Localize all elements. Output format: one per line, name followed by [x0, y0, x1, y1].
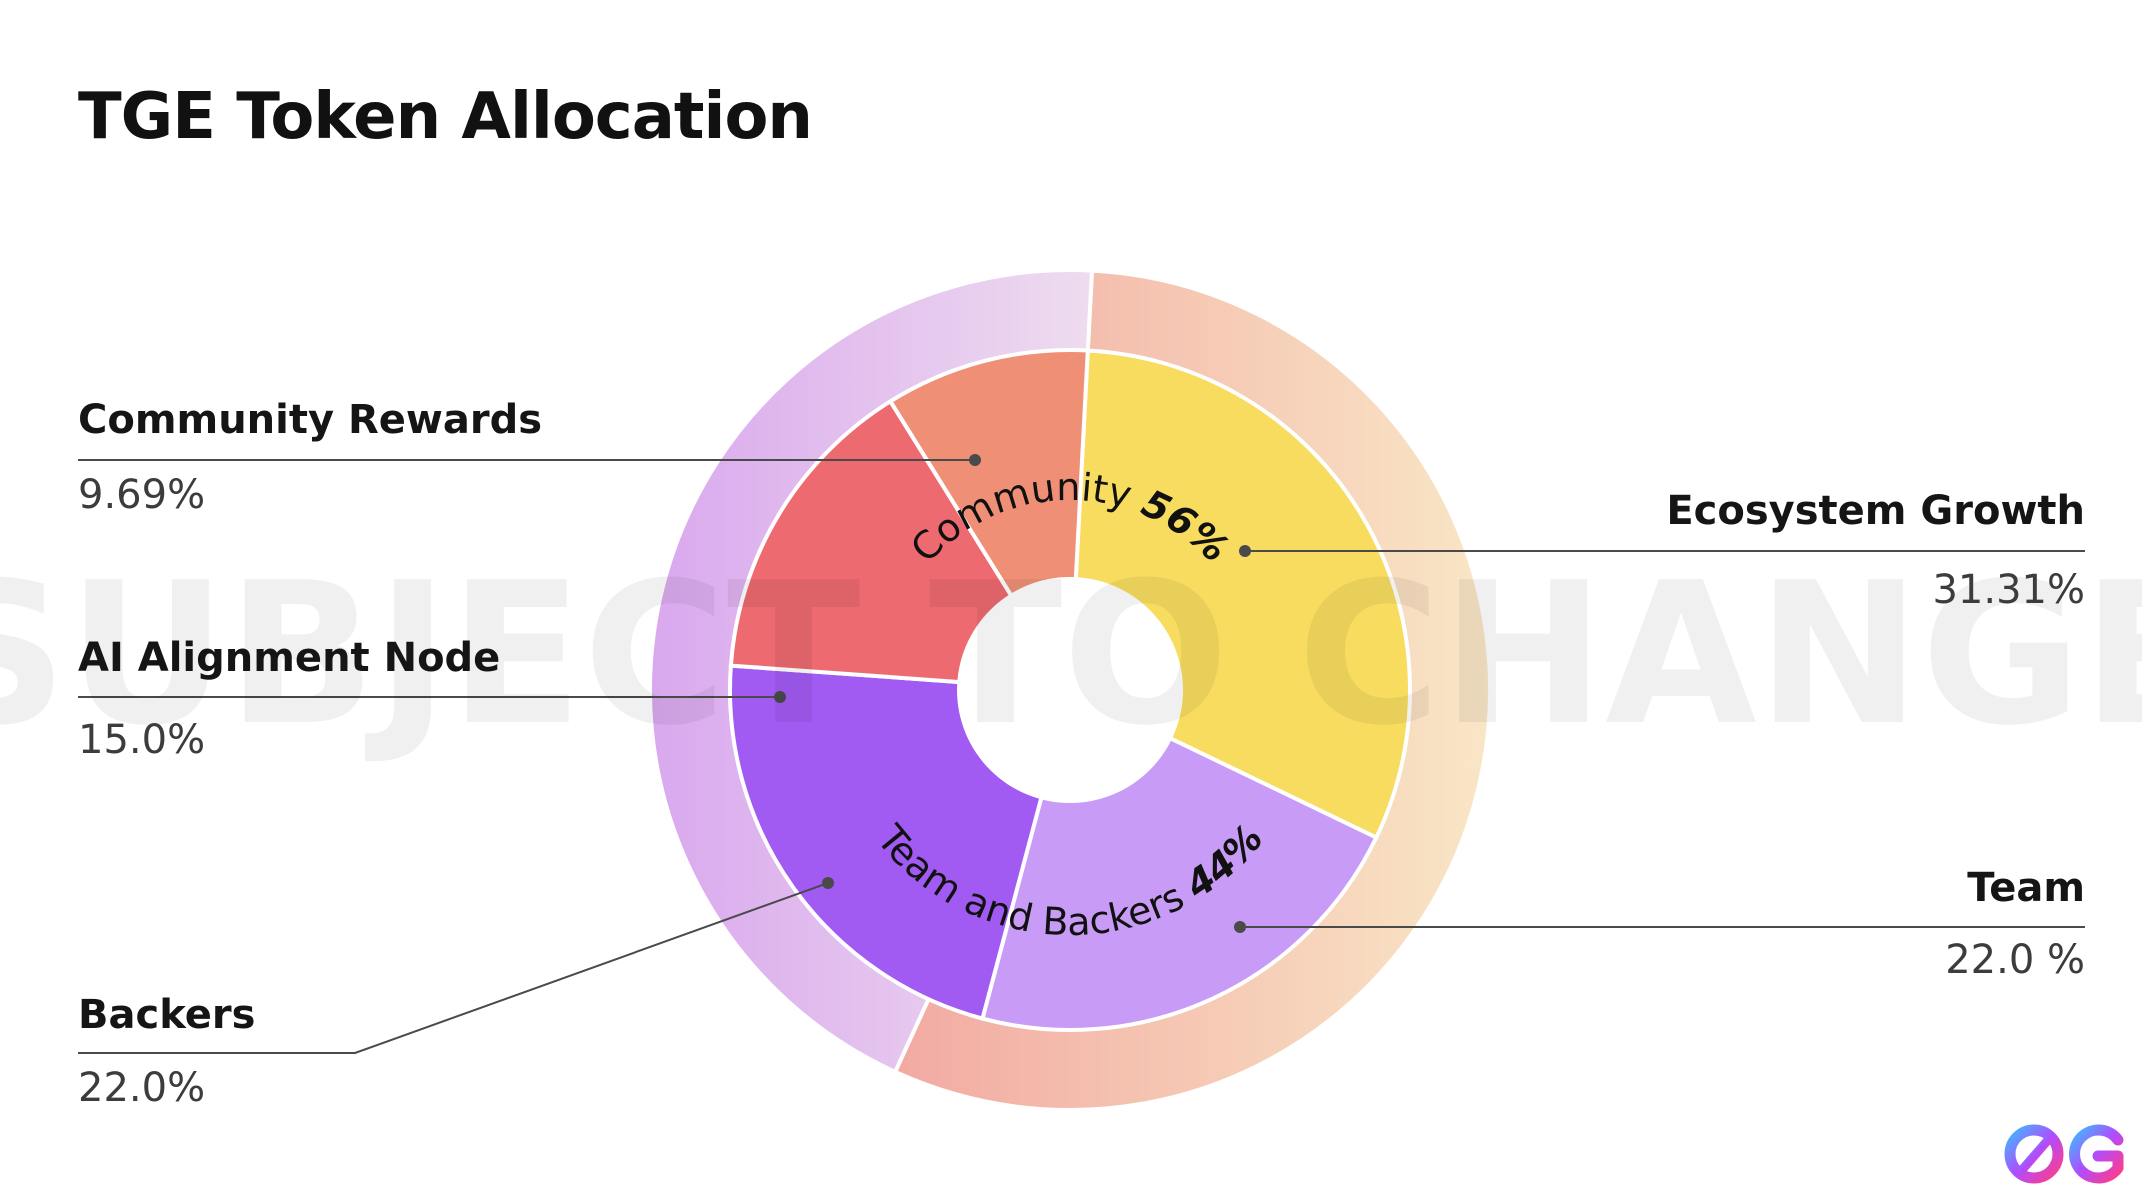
watermark: SUBJECT TO CHANGE	[0, 541, 2142, 769]
label-community-rewards: Community Rewards	[78, 397, 543, 443]
brand-logo-icon	[2004, 1124, 2124, 1184]
leader-line-backers	[78, 882, 829, 1054]
leader-dot-team	[1234, 921, 1246, 933]
leader-dot-ecosystem-growth	[1239, 545, 1251, 557]
value-team: 22.0 %	[1945, 937, 2085, 983]
donut-hole	[957, 577, 1183, 803]
leader-dot-backers	[822, 877, 834, 889]
leader-dot-ai-alignment-node	[774, 691, 786, 703]
label-ai-alignment-node: AI Alignment Node	[78, 635, 501, 681]
page-title: TGE Token Allocation	[78, 80, 813, 154]
value-ai-alignment-node: 15.0%	[78, 717, 206, 763]
label-backers: Backers	[78, 992, 256, 1038]
value-community-rewards: 9.69%	[78, 472, 206, 518]
leader-dot-community-rewards	[969, 454, 981, 466]
label-team: Team	[1967, 865, 2085, 911]
value-backers: 22.0%	[78, 1065, 206, 1111]
value-ecosystem-growth: 31.31%	[1932, 567, 2085, 613]
label-ecosystem-growth: Ecosystem Growth	[1666, 488, 2085, 534]
